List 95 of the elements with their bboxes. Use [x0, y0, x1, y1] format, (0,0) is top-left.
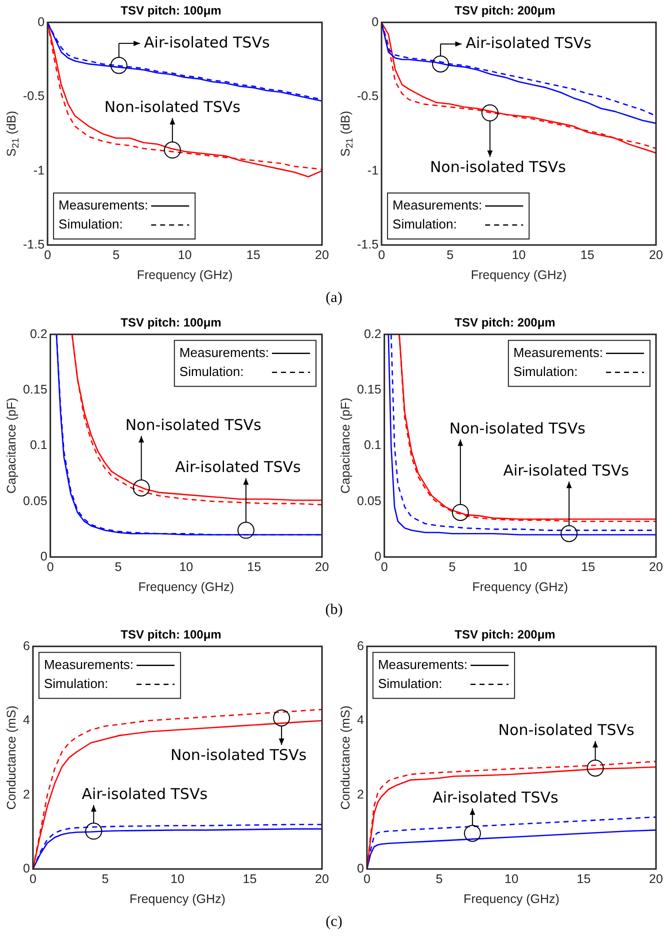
annotation: Simulation:: [179, 364, 244, 379]
x-axis-title: Frequency (GHz): [464, 892, 560, 906]
annotation: Non-isolated TSVs: [104, 98, 241, 116]
x-tick-label: 10: [179, 560, 194, 574]
y-tick-label: 0: [357, 861, 364, 876]
y-tick-label: 0.05: [22, 494, 48, 508]
y-axis-title: Capacitance (pF): [4, 398, 18, 494]
y-tick-label: 0.15: [356, 382, 382, 397]
chart-title: TSV pitch: 200μm: [454, 628, 556, 642]
x-axis-title: Frequency (GHz): [138, 580, 234, 594]
chart-title: TSV pitch: 100μm: [120, 628, 222, 642]
annotation: Measurements:: [44, 656, 134, 672]
y-axis-title: S21 (dB): [338, 110, 354, 157]
y-axis-title: S21 (dB): [4, 110, 20, 157]
y-tick-label: -1: [367, 163, 379, 178]
y-tick-label: 0.2: [364, 326, 382, 341]
x-tick-label: 15: [247, 560, 262, 574]
y-tick-label: 0.2: [30, 326, 48, 341]
y-tick-label: 2: [23, 787, 30, 802]
y-axis-title: Conductance (mS): [4, 706, 18, 810]
x-tick-label: 20: [649, 872, 663, 886]
y-tick-label: -0.5: [356, 89, 379, 104]
y-tick-label: 4: [357, 713, 364, 728]
x-tick-label: 10: [504, 872, 518, 886]
annotation: Non-isolated TSVs: [430, 158, 566, 176]
y-tick-label: -1: [33, 163, 45, 178]
y-tick-label: 0: [38, 14, 45, 29]
annotation: Measurements:: [513, 344, 604, 360]
x-tick-label: 5: [114, 560, 122, 574]
annotation: Non-isolated TSVs: [170, 746, 307, 764]
chart-title: TSV pitch: 200μm: [454, 4, 556, 18]
annotation: Measurements:: [392, 198, 482, 213]
x-tick-label: 10: [170, 872, 184, 886]
x-axis-title: Frequency (GHz): [130, 892, 226, 906]
y-tick-label: 6: [23, 638, 30, 653]
x-tick-label: 15: [580, 248, 594, 262]
x-tick-label: 15: [576, 872, 591, 886]
x-axis-title: Frequency (GHz): [136, 268, 233, 282]
x-tick-label: 10: [513, 560, 528, 574]
y-tick-label: 0: [374, 549, 382, 564]
chart-title: TSV pitch: 100μm: [120, 4, 222, 18]
text: (c): [326, 914, 342, 931]
x-tick-label: 15: [242, 872, 257, 886]
y-tick-label: 0: [40, 549, 48, 564]
x-tick-label: 20: [649, 248, 663, 262]
x-tick-label: 5: [102, 872, 109, 886]
x-tick-label: 5: [436, 872, 443, 886]
annotation: Air-isolated TSVs: [82, 785, 208, 804]
annotation: Non-isolated TSVs: [125, 416, 262, 434]
x-tick-label: 5: [112, 248, 120, 262]
annotation: Measurements:: [179, 344, 270, 360]
y-axis-title: Capacitance (pF): [338, 398, 352, 494]
text: (a): [326, 290, 342, 307]
annotation: Air-isolated TSVs: [432, 788, 558, 806]
x-tick-label: 15: [581, 560, 596, 574]
y-tick-label: 2: [357, 787, 364, 802]
y-tick-label: 0.05: [356, 494, 382, 508]
y-tick-label: -1.5: [356, 237, 379, 252]
x-tick-label: 20: [315, 560, 329, 574]
annotation: Air-isolated TSVs: [175, 458, 301, 476]
annotation: Air-isolated TSVs: [144, 33, 270, 52]
y-tick-label: 0.15: [22, 382, 48, 397]
y-tick-label: 0: [23, 861, 30, 876]
x-tick-label: 10: [178, 248, 192, 262]
x-tick-label: 20: [315, 872, 329, 886]
chart-title: TSV pitch: 100μm: [120, 316, 222, 330]
y-tick-label: 6: [357, 638, 364, 653]
annotation: Non-isolated TSVs: [449, 419, 586, 438]
chart-title: TSV pitch: 200μm: [454, 316, 556, 330]
x-axis-title: Frequency (GHz): [472, 580, 568, 594]
x-tick-label: 5: [448, 560, 456, 574]
y-tick-label: -1.5: [22, 237, 45, 252]
y-tick-label: 0: [372, 14, 379, 29]
annotation: Measurements:: [378, 656, 468, 672]
x-tick-label: 15: [246, 248, 260, 262]
annotation: Simulation:: [58, 216, 123, 232]
annotation: Air-isolated TSVs: [466, 34, 592, 52]
y-tick-label: -0.5: [22, 89, 45, 104]
x-tick-label: 5: [446, 248, 454, 262]
annotation: Air-isolated TSVs: [503, 462, 630, 480]
x-axis-title: Frequency (GHz): [470, 268, 567, 282]
x-tick-label: 20: [649, 560, 663, 574]
annotation: Measurements:: [58, 198, 148, 213]
y-tick-label: 0.1: [30, 438, 48, 452]
y-axis-title: Conductance (mS): [338, 706, 352, 810]
x-tick-label: 10: [512, 248, 526, 262]
annotation: Non-isolated TSVs: [498, 720, 634, 739]
annotation: Simulation:: [513, 364, 578, 379]
annotation: Simulation:: [392, 216, 457, 232]
annotation: Simulation:: [44, 676, 108, 691]
x-tick-label: 20: [315, 248, 329, 262]
y-tick-label: 4: [23, 713, 30, 728]
y-tick-label: 0.1: [364, 438, 382, 452]
text: (b): [325, 602, 343, 619]
annotation: Simulation:: [378, 676, 442, 691]
